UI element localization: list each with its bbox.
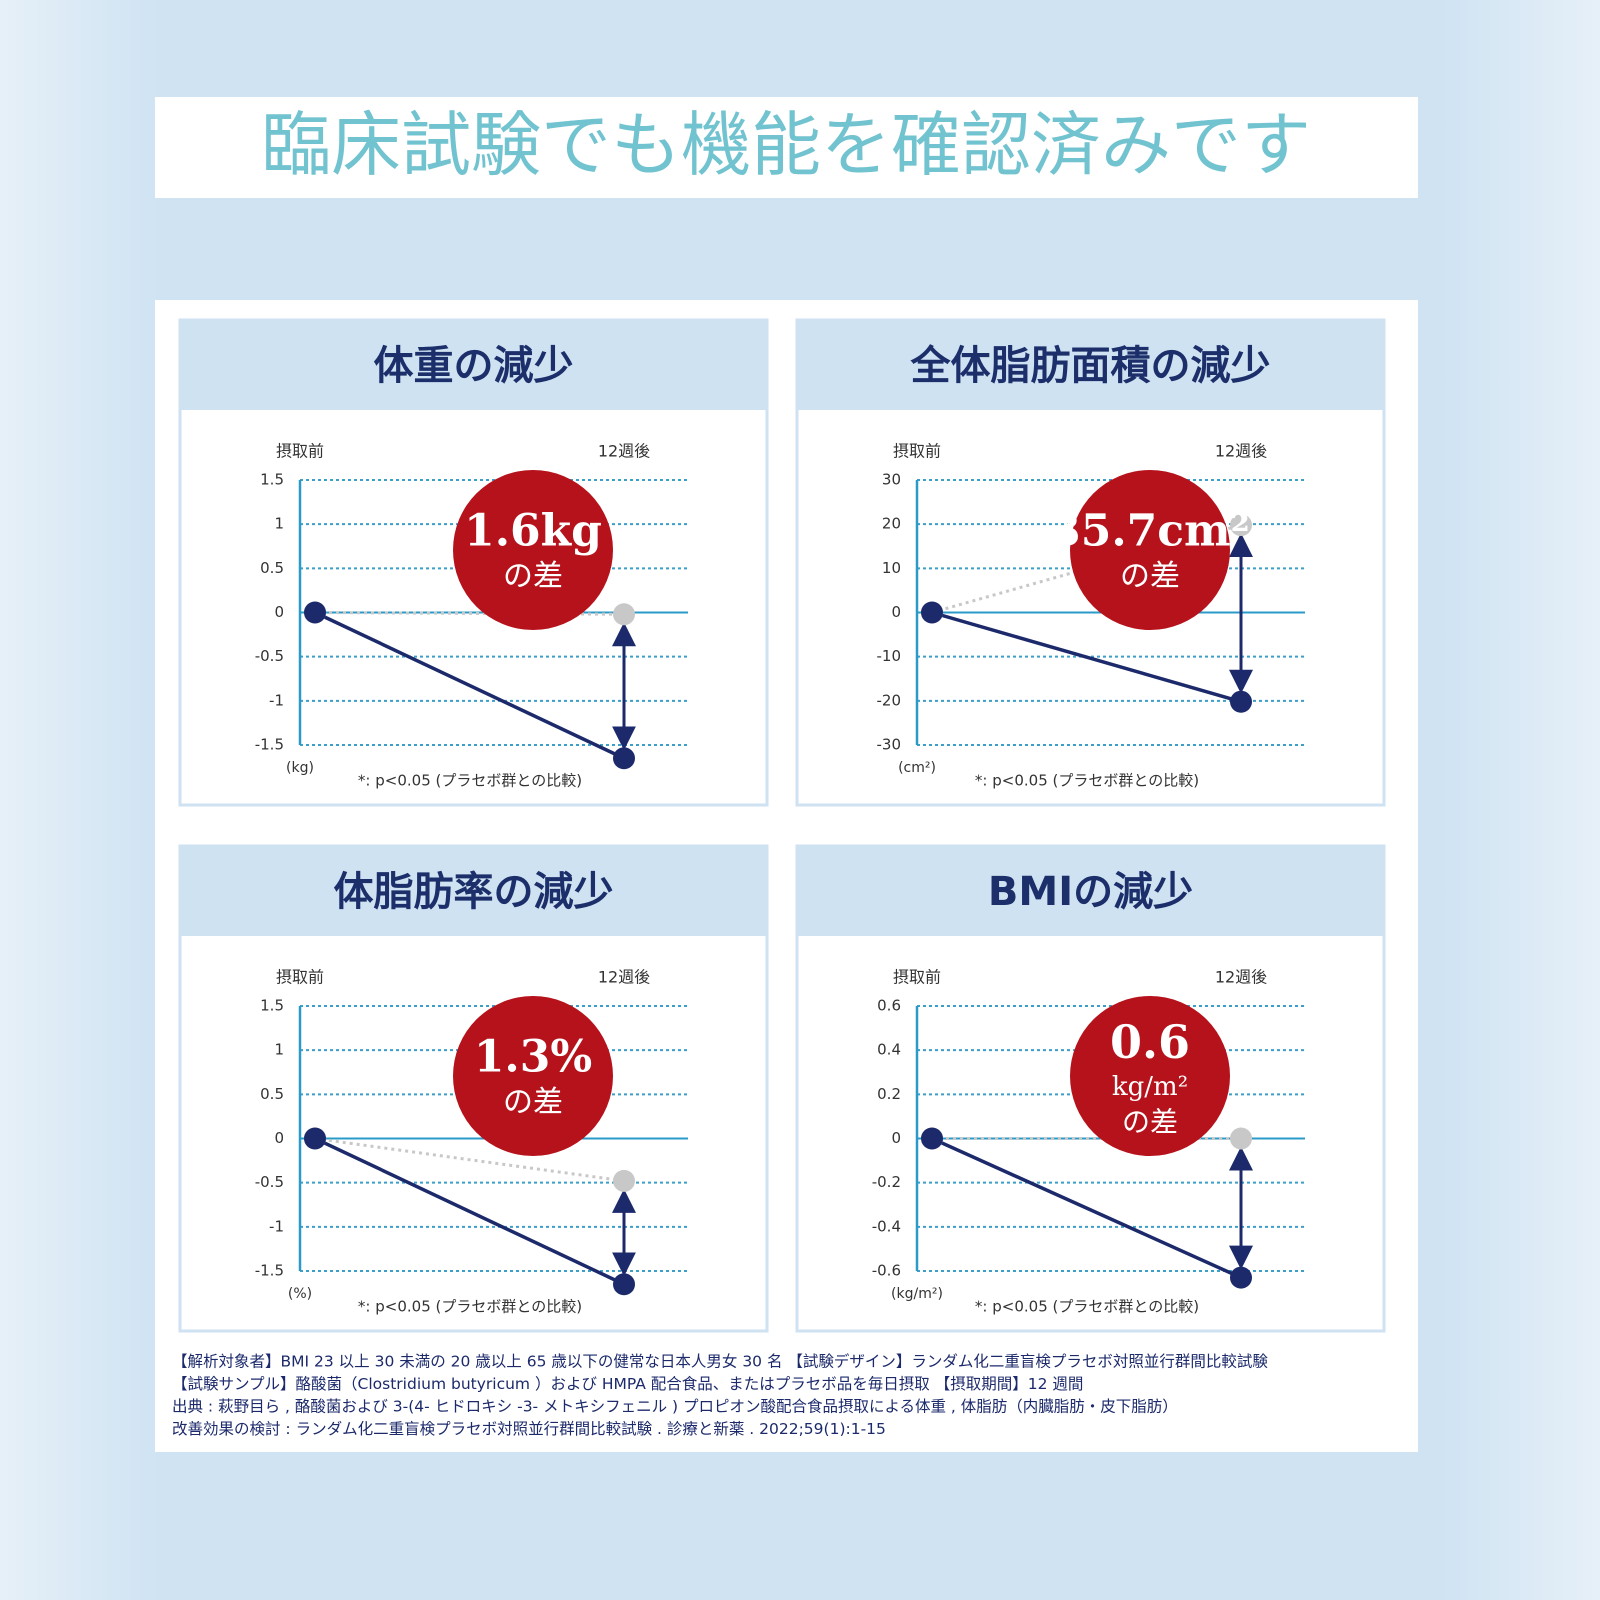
y-tick-label: -0.2 bbox=[872, 1173, 901, 1191]
y-tick-label: -1 bbox=[269, 691, 284, 709]
badge bbox=[453, 996, 613, 1156]
y-tick-label: 1.5 bbox=[260, 471, 284, 489]
y-tick-label: 1 bbox=[274, 515, 284, 533]
x-category-label: 12週後 bbox=[1215, 442, 1267, 461]
x-category-label: 12週後 bbox=[1215, 968, 1267, 987]
y-tick-label: -10 bbox=[877, 647, 902, 665]
test-point bbox=[1230, 1266, 1252, 1289]
page-title: 臨床試験でも機能を確認済みです bbox=[261, 104, 1311, 186]
chart-title: 体脂肪率の減少 bbox=[334, 869, 614, 915]
badge-text: kg/m² bbox=[1112, 1072, 1188, 1102]
y-unit-label: (kg/m²) bbox=[891, 1286, 943, 1302]
y-tick-label: 1.5 bbox=[260, 997, 284, 1015]
test-point bbox=[613, 1273, 635, 1296]
y-tick-label: -1.5 bbox=[255, 1262, 284, 1280]
chart-title: BMIの減少 bbox=[988, 869, 1193, 915]
y-tick-label: -20 bbox=[877, 691, 902, 709]
test-point bbox=[613, 747, 635, 770]
chart-title: 全体脂肪面積の減少 bbox=[910, 343, 1271, 389]
y-tick-label: 0.2 bbox=[877, 1085, 901, 1103]
y-tick-label: 1 bbox=[274, 1041, 284, 1059]
y-tick-label: -1.5 bbox=[255, 736, 284, 754]
panel-header bbox=[797, 846, 1384, 936]
footnote: *: p<0.05 (プラセボ群との比較) bbox=[358, 1298, 582, 1316]
badge-text: の差 bbox=[1120, 559, 1180, 594]
y-tick-label: -0.5 bbox=[255, 647, 284, 665]
badge bbox=[1070, 470, 1230, 630]
badge bbox=[1070, 996, 1230, 1156]
x-category-label: 摂取前 bbox=[893, 442, 941, 461]
badge bbox=[453, 470, 613, 630]
badge-text: 1.3% bbox=[474, 1032, 592, 1083]
x-category-label: 12週後 bbox=[598, 968, 650, 987]
placebo-point bbox=[1230, 514, 1252, 537]
x-category-label: 摂取前 bbox=[893, 968, 941, 987]
test-line bbox=[314, 1136, 625, 1286]
test-point bbox=[304, 601, 326, 624]
placebo-point bbox=[613, 603, 635, 626]
y-tick-label: 0.4 bbox=[877, 1041, 901, 1059]
y-tick-label: -1 bbox=[269, 1217, 284, 1235]
y-tick-label: 20 bbox=[882, 515, 901, 533]
footnote: *: p<0.05 (プラセボ群との比較) bbox=[975, 772, 1199, 790]
badge-text: の差 bbox=[503, 559, 563, 594]
footnote: *: p<0.05 (プラセボ群との比較) bbox=[358, 772, 582, 790]
notes: 【解析対象者】BMI 23 以上 30 未満の 20 歳以上 65 歳以下の健常… bbox=[172, 1352, 1268, 1439]
chart-panel: 体脂肪率の減少 1.5 1 0.5 0 -0.5 -1 -1.5 摂取前 12週後 (%) *: p<… bbox=[178, 844, 769, 1333]
y-tick-label: 0 bbox=[891, 603, 901, 621]
x-category-label: 摂取前 bbox=[276, 968, 324, 987]
y-tick-label: 0.5 bbox=[260, 559, 284, 577]
y-tick-label: 0 bbox=[274, 1129, 284, 1147]
chart-panel: 体重の減少 1.5 1 0.5 0 -0.5 -1 -1.5 摂取前 12週後 (kg) *: p<0… bbox=[178, 318, 769, 807]
panel-header bbox=[180, 846, 767, 936]
x-category-label: 摂取前 bbox=[276, 442, 324, 461]
badge-text: の差 bbox=[1122, 1106, 1178, 1139]
panel-header bbox=[797, 320, 1384, 410]
test-point bbox=[1230, 690, 1252, 713]
title-band bbox=[155, 97, 1418, 198]
y-unit-label: (cm²) bbox=[898, 760, 936, 776]
test-line bbox=[314, 610, 625, 760]
placebo-line bbox=[314, 611, 625, 616]
note-line: 【解析対象者】BMI 23 以上 30 未満の 20 歳以上 65 歳以下の健常… bbox=[172, 1352, 1268, 1371]
y-tick-label: 30 bbox=[882, 471, 901, 489]
chart-panel: BMIの減少 0.6 0.4 0.2 0 -0.2 -0.4 -0.6 摂取前 12週後 (kg/m… bbox=[795, 844, 1386, 1333]
y-tick-label: 0.6 bbox=[877, 997, 901, 1015]
test-point bbox=[304, 1127, 326, 1150]
y-tick-label: -0.4 bbox=[872, 1217, 901, 1235]
placebo-point bbox=[613, 1169, 635, 1192]
y-tick-label: 10 bbox=[882, 559, 901, 577]
note-line: 改善効果の検討 : ランダム化二重盲検プラセボ対照並行群間比較試験 . 診療と新… bbox=[172, 1420, 886, 1438]
chart-panel: 全体脂肪面積の減少 30 20 10 0 -10 -20 -30 摂取前 12週後 (cm²) *: … bbox=[795, 318, 1386, 807]
test-point bbox=[921, 601, 943, 624]
y-unit-label: (kg) bbox=[286, 760, 314, 776]
placebo-point bbox=[1230, 1127, 1252, 1150]
badge-text: 35.7cm² bbox=[1050, 506, 1250, 557]
badge-text: 1.6kg bbox=[464, 506, 602, 557]
y-tick-label: -0.5 bbox=[255, 1173, 284, 1191]
placebo-line bbox=[314, 1137, 625, 1183]
badge-text: 0.6 bbox=[1110, 1015, 1190, 1069]
test-line bbox=[931, 1136, 1242, 1280]
y-tick-label: 0 bbox=[891, 1129, 901, 1147]
y-unit-label: (%) bbox=[288, 1286, 312, 1302]
y-tick-label: -30 bbox=[877, 736, 902, 754]
y-tick-label: -0.6 bbox=[872, 1262, 901, 1280]
y-tick-label: 0.5 bbox=[260, 1085, 284, 1103]
note-line: 出典 : 萩野目ら , 酪酸菌および 3-(4- ヒドロキシ -3- メトキシフ… bbox=[172, 1398, 1178, 1416]
test-point bbox=[921, 1127, 943, 1150]
footnote: *: p<0.05 (プラセボ群との比較) bbox=[975, 1298, 1199, 1316]
chart-title: 体重の減少 bbox=[374, 343, 574, 389]
test-line bbox=[931, 610, 1242, 704]
y-tick-label: 0 bbox=[274, 603, 284, 621]
panel-header bbox=[180, 320, 767, 410]
note-line: 【試験サンプル】酪酸菌（Clostridium butyricum ）および H… bbox=[172, 1375, 1083, 1393]
badge-text: の差 bbox=[503, 1085, 563, 1120]
x-category-label: 12週後 bbox=[598, 442, 650, 461]
